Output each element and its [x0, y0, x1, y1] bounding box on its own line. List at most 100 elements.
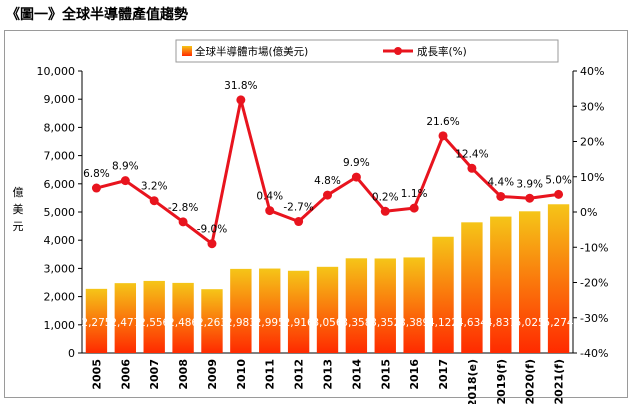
y-tick-label: 3,000 [44, 262, 76, 275]
legend-bar-swatch [182, 46, 192, 56]
y-tick-label: 5,000 [44, 206, 76, 219]
growth-rate-point [294, 217, 304, 227]
bar [230, 268, 252, 353]
growth-rate-label: 12.4% [455, 148, 488, 160]
y-tick-label: 10,000 [37, 65, 76, 78]
legend-line-marker [394, 47, 402, 55]
bar-value-label: 5,025 [515, 317, 545, 329]
bar-value-label: 3,352 [370, 317, 400, 329]
y2-tick-label: -10% [580, 241, 608, 254]
bar [461, 222, 483, 353]
growth-rate-label: 21.6% [426, 116, 459, 128]
y-axis-label-char: 元 [13, 220, 24, 233]
growth-rate-label: 3.9% [516, 178, 543, 190]
growth-rate-label: 5.0% [545, 174, 572, 186]
bar-value-label: 2,486 [168, 317, 198, 329]
growth-rate-point [554, 189, 564, 199]
bar [547, 204, 570, 353]
chart-frame [4, 30, 628, 398]
x-tick-label: 2019(f) [495, 359, 508, 404]
growth-rate-point [236, 95, 246, 105]
x-tick-label: 2015 [379, 359, 392, 390]
y2-tick-label: 40% [580, 65, 604, 78]
bar [172, 282, 194, 353]
growth-rate-label: 4.4% [487, 176, 514, 188]
bar [316, 266, 339, 353]
growth-rate-point [438, 131, 448, 141]
y2-tick-label: 30% [580, 100, 604, 113]
x-tick-label: 2014 [350, 359, 363, 390]
x-tick-label: 2020(f) [524, 359, 537, 404]
growth-rate-label: 0.2% [372, 191, 399, 203]
bar [201, 289, 223, 353]
y-axis-label-char: 億 [13, 186, 24, 199]
x-tick-label: 2011 [264, 359, 277, 390]
bar [287, 270, 310, 353]
x-tick-label: 2018(e) [466, 359, 479, 404]
x-tick-label: 2007 [148, 359, 161, 390]
y-tick-label: 1,000 [44, 319, 76, 332]
y2-tick-label: -40% [580, 347, 608, 360]
growth-rate-point [149, 196, 159, 206]
growth-rate-label: -2.7% [283, 202, 313, 214]
growth-rate-point [496, 191, 506, 201]
growth-rate-label: 8.9% [112, 161, 139, 173]
growth-rate-label: 6.8% [83, 168, 110, 180]
bar-value-label: 2,477 [110, 317, 140, 329]
y2-tick-label: 10% [580, 171, 604, 184]
bar-value-label: 2,983 [226, 317, 256, 329]
bar [403, 257, 425, 353]
growth-rate-label: 31.8% [224, 80, 257, 92]
growth-rate-point [207, 239, 217, 249]
bar-value-label: 4,634 [457, 317, 487, 329]
growth-rate-point [91, 183, 101, 193]
x-tick-label: 2009 [206, 359, 219, 390]
x-tick-label: 2005 [90, 359, 103, 390]
y-axis-label-char: 美 [13, 203, 24, 216]
y-tick-label: 4,000 [44, 234, 76, 247]
y-tick-label: 6,000 [44, 178, 76, 191]
bar [490, 216, 512, 353]
legend-bar-label: 全球半導體市場(億美元) [195, 45, 308, 58]
bar-value-label: 4,122 [428, 317, 458, 329]
growth-rate-line [96, 98, 559, 246]
growth-rate-label: -2.8% [168, 202, 198, 214]
bar-value-label: 3,056 [312, 317, 342, 329]
y-tick-label: 7,000 [44, 150, 76, 163]
growth-rate-point [351, 172, 361, 182]
bar-value-label: 5,274 [544, 317, 574, 329]
bar-value-label: 2,916 [284, 317, 314, 329]
bar-value-label: 2,263 [197, 317, 227, 329]
y-tick-label: 8,000 [44, 121, 76, 134]
growth-rate-label: 0.4% [256, 191, 283, 203]
y2-tick-label: -20% [580, 277, 608, 290]
legend-line-label: 成長率(%) [417, 45, 467, 58]
bar [85, 288, 108, 353]
growth-rate-point [323, 190, 332, 200]
x-tick-label: 2017 [437, 359, 450, 390]
growth-rate-point [467, 163, 477, 173]
growth-rate-point [525, 193, 535, 203]
y2-tick-label: 0% [580, 206, 597, 219]
x-tick-label: 2016 [408, 359, 421, 390]
bar [114, 283, 137, 353]
bar-value-label: 3,358 [341, 317, 371, 329]
growth-rate-label: 1.1% [401, 188, 428, 200]
bar [374, 258, 396, 353]
chart-title: 《圖一》全球半導體產值趨勢 [6, 7, 188, 23]
bar [143, 280, 165, 353]
growth-rate-label: 3.2% [141, 181, 168, 193]
bar-value-label: 4,837 [486, 317, 516, 329]
x-tick-label: 2006 [119, 359, 132, 390]
x-tick-label: 2021(f) [553, 359, 566, 404]
x-tick-label: 2010 [235, 359, 248, 390]
bar-value-label: 2,556 [139, 317, 169, 329]
y2-tick-label: -30% [580, 312, 608, 325]
y-tick-label: 0 [68, 347, 75, 360]
growth-rate-point [380, 206, 390, 216]
growth-rate-point [178, 217, 188, 227]
legend-box [175, 39, 559, 63]
x-tick-label: 2012 [293, 359, 306, 390]
bar [518, 211, 541, 353]
